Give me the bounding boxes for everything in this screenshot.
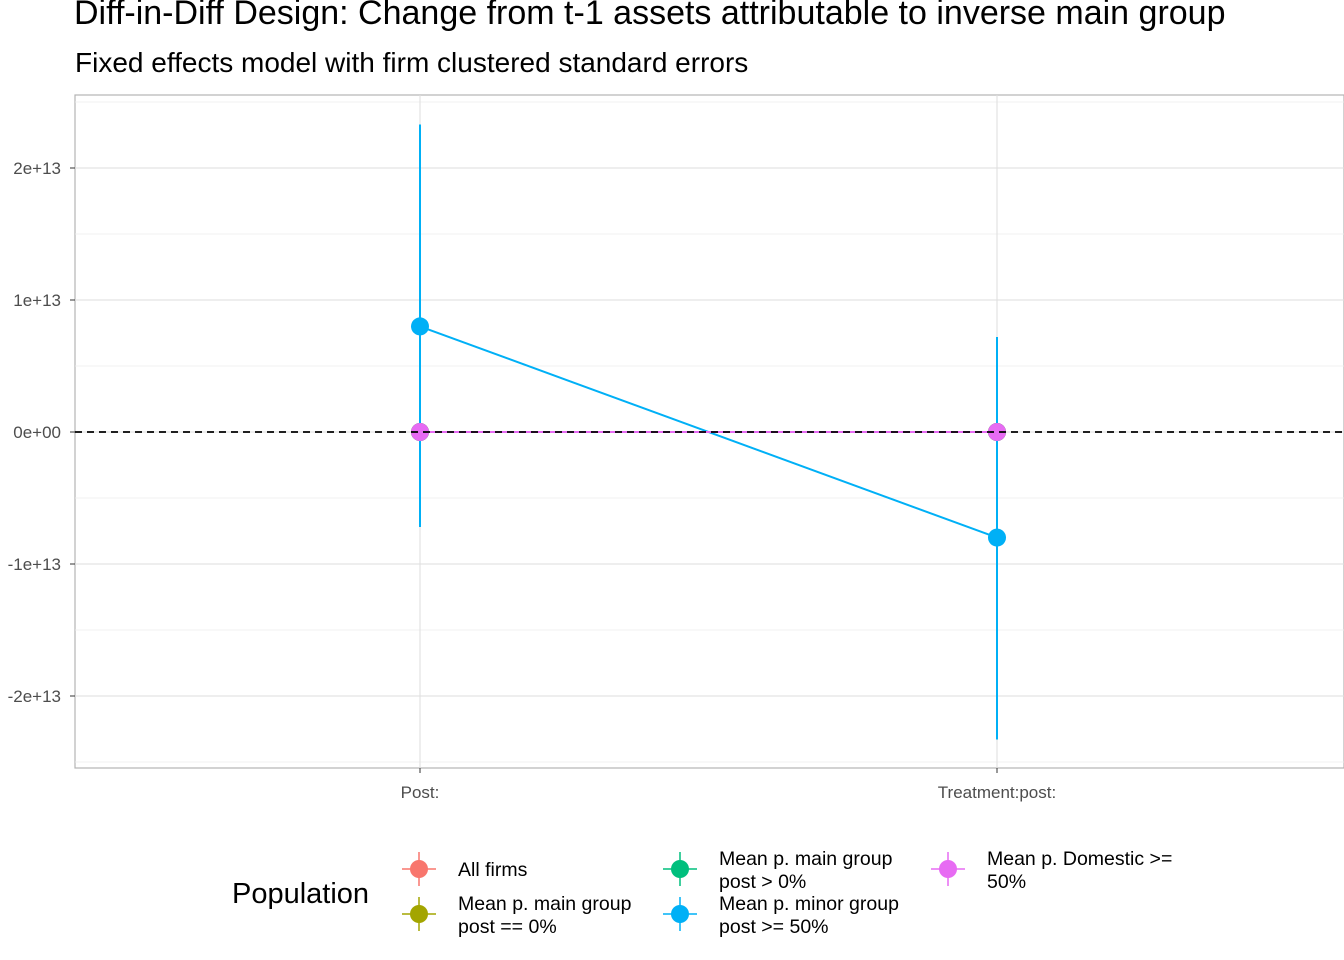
legend-item: Mean p. Domestic >=50% [931, 848, 1172, 893]
y-tick-label: 1e+13 [13, 291, 61, 310]
y-tick-label: 2e+13 [13, 159, 61, 178]
axes: 2e+13 1e+13 0e+00 -1e+13 -2e+13 Post: Treatmen… [8, 159, 1057, 802]
legend-key-point [671, 860, 689, 878]
x-tick-label: Treatment:post: [938, 783, 1056, 802]
legend-label: 50% [987, 871, 1026, 893]
y-tick-label: -2e+13 [8, 687, 61, 706]
legend-key-point [410, 905, 428, 923]
legend-label: post >= 50% [719, 916, 829, 938]
legend-key-point [939, 860, 957, 878]
data-point [411, 423, 429, 441]
legend-key-point [671, 905, 689, 923]
marks [75, 124, 1344, 740]
legend-item: All firms [402, 852, 528, 886]
x-tick-label: Post: [401, 783, 440, 802]
legend-label: post > 0% [719, 871, 806, 893]
chart-subtitle: Fixed effects model with firm clustered … [75, 47, 749, 78]
y-tick-label: 0e+00 [13, 423, 61, 442]
legend-label: Mean p. minor group [719, 893, 899, 915]
legend-label: Mean p. main group [458, 893, 632, 915]
data-point [988, 423, 1006, 441]
legend-label: All firms [458, 859, 528, 881]
legend-label: post == 0% [458, 916, 557, 938]
legend-label: Mean p. main group [719, 848, 893, 870]
y-tick-label: -1e+13 [8, 555, 61, 574]
data-point [411, 317, 429, 336]
data-point [988, 528, 1006, 547]
chart-title: Diff-in-Diff Design: Change from t-1 ass… [74, 0, 1226, 32]
legend-title: Population [232, 878, 369, 910]
legend-label: Mean p. Domestic >= [987, 848, 1172, 870]
legend-key-point [410, 860, 428, 878]
